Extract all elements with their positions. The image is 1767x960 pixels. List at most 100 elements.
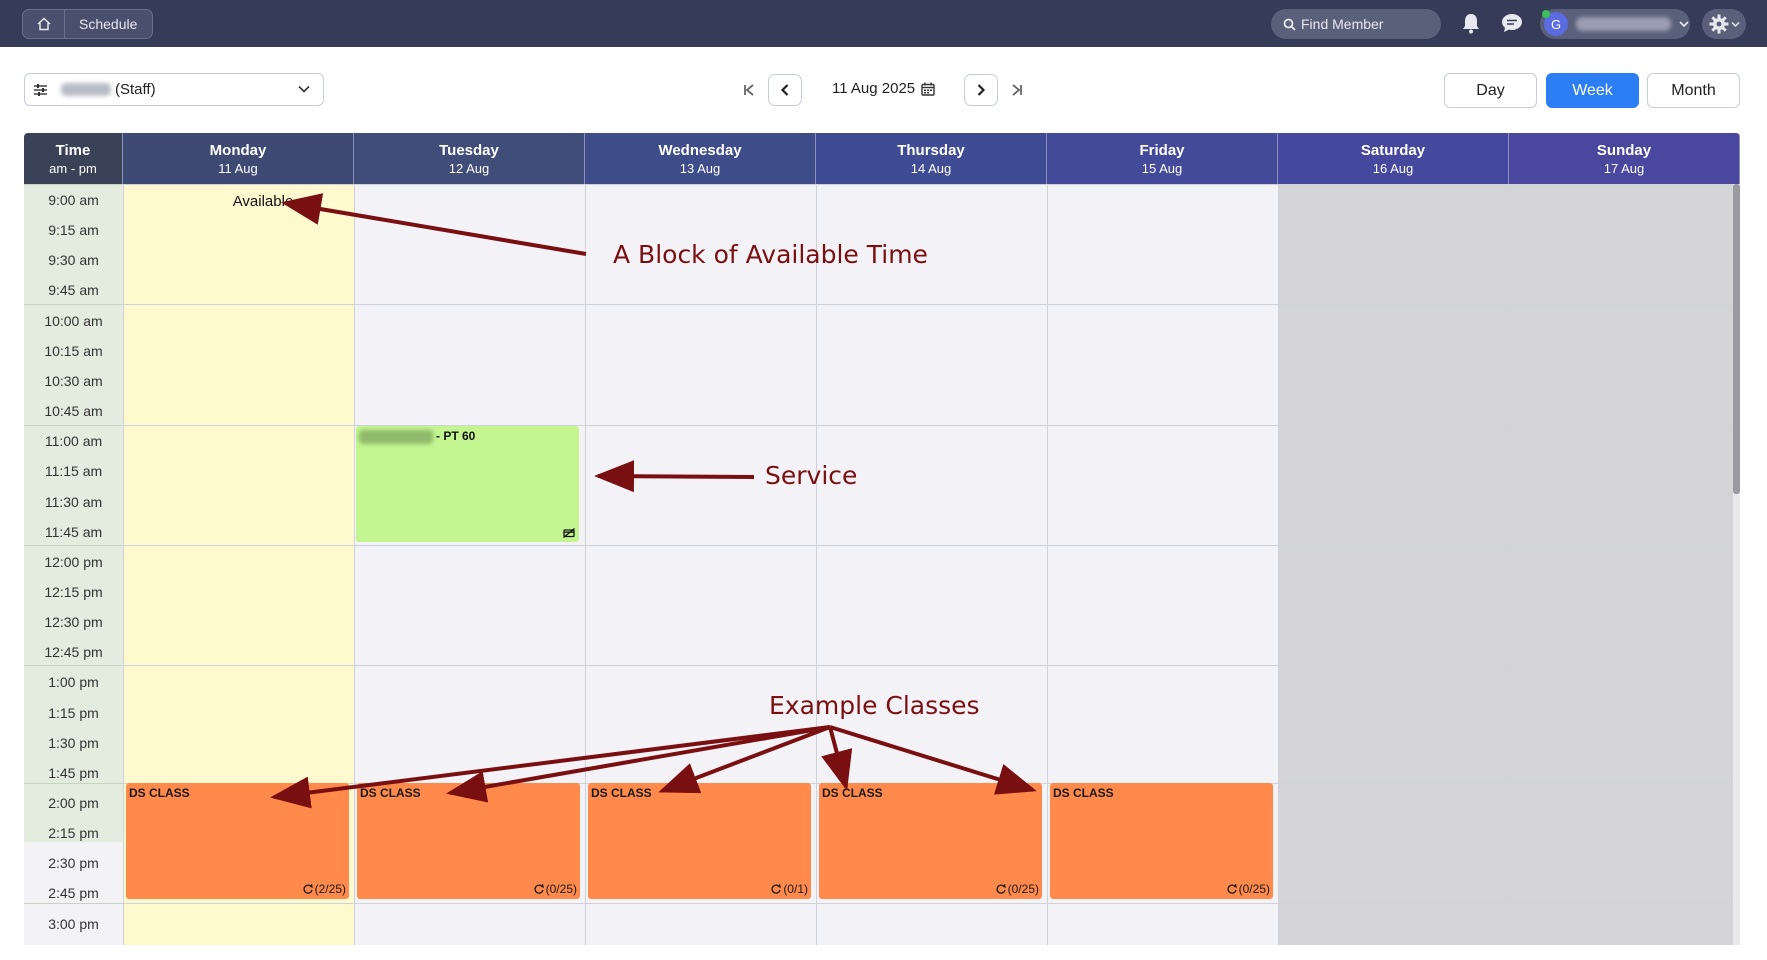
- previous-week-button[interactable]: [768, 74, 802, 106]
- time-slot-label: 11:00 am: [44, 433, 103, 450]
- current-date: 11 Aug 2025: [832, 80, 916, 97]
- staff-filter-select[interactable]: (Staff): [24, 73, 324, 106]
- time-slot-label: 9:15 am: [48, 222, 99, 239]
- time-slot-label: 9:30 am: [48, 252, 99, 269]
- time-slot-label: 9:00 am: [48, 192, 99, 208]
- class-event[interactable]: DS CLASS (2/25): [126, 783, 349, 899]
- day-header-saturday[interactable]: Saturday 16 Aug: [1278, 133, 1509, 184]
- time-slot-label: 2:00 pm: [48, 795, 99, 811]
- first-week-button[interactable]: [739, 79, 759, 101]
- class-name: DS CLASS: [591, 786, 652, 800]
- day-column-sunday[interactable]: [1509, 184, 1740, 945]
- time-column-header: Time am - pm: [24, 133, 123, 184]
- skip-start-icon: [744, 84, 754, 96]
- calendar-grid: 9:00 am 9:15 am 9:30 am 9:45 am 10:00 am 10:1…: [24, 184, 1740, 945]
- day-date: 12 Aug: [448, 160, 490, 176]
- annotation-classes: Example Classes: [769, 691, 980, 720]
- day-header-monday[interactable]: Monday 11 Aug: [123, 133, 354, 184]
- class-capacity: (0/25): [996, 882, 1039, 896]
- user-name-redacted: [1576, 17, 1671, 31]
- annotation-service: Service: [765, 461, 858, 490]
- time-column: 9:00 am 9:15 am 9:30 am 9:45 am 10:00 am 10:1…: [24, 184, 123, 945]
- available-block-label[interactable]: Available: [232, 193, 294, 210]
- notifications-button[interactable]: [1460, 12, 1482, 34]
- class-event[interactable]: DS CLASS (0/25): [819, 783, 1042, 899]
- staff-name-redacted: [61, 83, 111, 96]
- last-week-button[interactable]: [1007, 79, 1027, 101]
- calendar-scrollbar[interactable]: [1733, 184, 1740, 945]
- day-date: 16 Aug: [1372, 160, 1414, 176]
- day-date: 13 Aug: [679, 160, 721, 176]
- day-header-tuesday[interactable]: Tuesday 12 Aug: [354, 133, 585, 184]
- view-day-button[interactable]: Day: [1444, 73, 1537, 108]
- time-slot-label: 1:00 pm: [48, 674, 99, 691]
- settings-menu[interactable]: [1702, 9, 1746, 39]
- time-slot-label: 10:15 am: [44, 342, 103, 359]
- recurring-icon: [303, 884, 313, 894]
- time-slot-label: 1:45 pm: [48, 764, 99, 781]
- day-date: 17 Aug: [1603, 160, 1645, 176]
- day-name: Friday: [1139, 141, 1185, 159]
- service-appointment[interactable]: - PT 60: [356, 426, 579, 542]
- bell-icon: [1463, 14, 1479, 34]
- day-header-friday[interactable]: Friday 15 Aug: [1047, 133, 1278, 184]
- time-slot-label: 1:15 pm: [48, 704, 99, 721]
- class-event[interactable]: DS CLASS (0/1): [588, 783, 811, 899]
- time-slot-label: 9:45 am: [48, 282, 99, 299]
- annotation-available: A Block of Available Time: [613, 240, 928, 269]
- day-name: Sunday: [1596, 141, 1652, 159]
- time-slot-label: 2:15 pm: [48, 825, 99, 842]
- client-name-redacted: [359, 430, 433, 444]
- avatar: G: [1542, 10, 1568, 36]
- time-slot-label: 10:30 am: [44, 372, 103, 389]
- messages-button[interactable]: [1501, 12, 1523, 34]
- breadcrumb-schedule[interactable]: Schedule: [79, 16, 138, 32]
- recurring-icon: [771, 884, 782, 894]
- class-name: DS CLASS: [1053, 786, 1114, 800]
- time-slot-label: 10:00 am: [44, 312, 103, 329]
- chat-bubble-icon: [1502, 14, 1522, 32]
- recurring-icon: [1227, 884, 1237, 894]
- day-name: Thursday: [897, 141, 965, 159]
- day-column-saturday[interactable]: [1278, 184, 1509, 945]
- chevron-down-icon: [298, 85, 310, 93]
- home-icon: [36, 17, 51, 31]
- day-header-wednesday[interactable]: Wednesday 13 Aug: [585, 133, 816, 184]
- home-button[interactable]: [23, 10, 65, 38]
- recurring-icon: [996, 884, 1006, 894]
- class-capacity: (0/25): [1227, 882, 1270, 896]
- gear-icon: [1709, 14, 1728, 34]
- chevron-down-icon: [1730, 21, 1740, 27]
- day-header-thursday[interactable]: Thursday 14 Aug: [816, 133, 1047, 184]
- search-icon: [1283, 18, 1296, 31]
- time-slot-label: 2:45 pm: [48, 885, 99, 902]
- service-title: - PT 60: [436, 429, 476, 443]
- no-payment-icon: [563, 528, 575, 538]
- class-capacity: (0/25): [534, 882, 577, 896]
- scrollbar-thumb[interactable]: [1733, 184, 1740, 494]
- class-event[interactable]: DS CLASS (0/25): [1050, 783, 1273, 899]
- current-date-picker[interactable]: 11 Aug 2025: [832, 80, 935, 97]
- day-header-sunday[interactable]: Sunday 17 Aug: [1509, 133, 1740, 184]
- time-slot-label: 11:30 am: [44, 493, 103, 510]
- class-name: DS CLASS: [129, 786, 190, 800]
- class-capacity: (2/25): [303, 882, 346, 896]
- skip-end-icon: [1012, 84, 1022, 96]
- chevron-right-icon: [977, 84, 986, 96]
- view-week-button[interactable]: Week: [1546, 73, 1639, 108]
- day-date: 14 Aug: [910, 160, 952, 176]
- calendar-icon: [921, 82, 935, 96]
- time-slot-label: 10:45 am: [44, 403, 103, 420]
- view-month-button[interactable]: Month: [1647, 73, 1740, 108]
- next-week-button[interactable]: [964, 74, 998, 106]
- user-menu[interactable]: G: [1540, 9, 1690, 39]
- find-member-search[interactable]: Find Member: [1271, 9, 1441, 39]
- time-slot-label: 1:30 pm: [48, 734, 99, 751]
- day-name: Wednesday: [658, 141, 742, 159]
- staff-role-label: (Staff): [115, 81, 156, 98]
- time-slot-label: 12:45 pm: [44, 644, 103, 661]
- class-event[interactable]: DS CLASS (0/25): [357, 783, 580, 899]
- class-name: DS CLASS: [822, 786, 883, 800]
- breadcrumb: Schedule: [22, 9, 153, 39]
- day-name: Tuesday: [439, 141, 499, 159]
